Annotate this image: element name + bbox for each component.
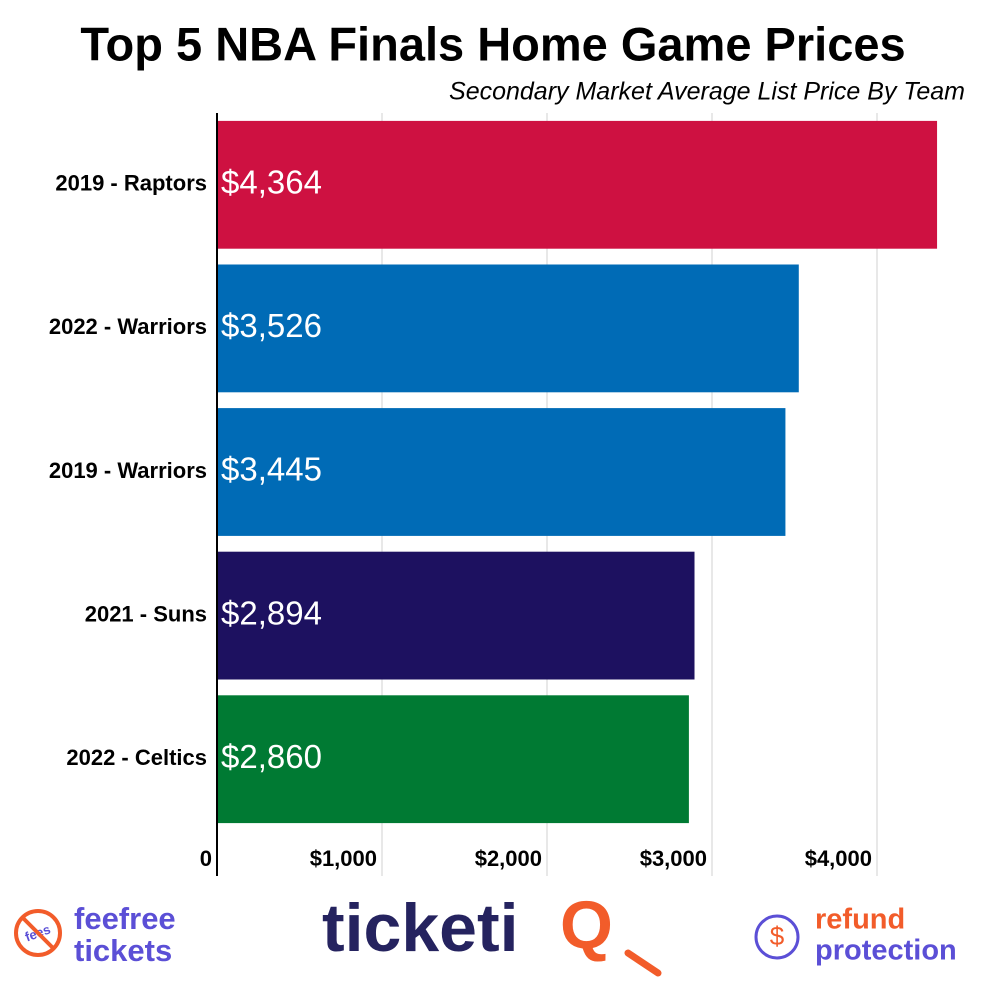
value-label: $2,894	[221, 594, 322, 631]
x-tick-label: 0	[200, 846, 212, 871]
bar	[217, 120, 938, 249]
fees-icon-slash	[20, 915, 56, 951]
y-tick-label: 2022 - Warriors	[49, 314, 207, 339]
value-label: $4,364	[221, 164, 322, 201]
footer: fees feefree tickets ticketi Q $ refund …	[14, 887, 957, 977]
x-tick-label: $4,000	[805, 846, 872, 871]
fees-icon-ring	[14, 909, 62, 957]
x-tick-label: $2,000	[475, 846, 542, 871]
tickets-text: tickets	[74, 933, 172, 968]
refund-text: refund	[815, 904, 905, 936]
chart-subtitle: Secondary Market Average List Price By T…	[449, 78, 965, 106]
logo-q: Q	[560, 887, 613, 963]
refund-icon-text: $	[770, 921, 785, 951]
value-label: $3,445	[221, 451, 322, 488]
y-tick-label: 2021 - Suns	[85, 601, 207, 626]
plot-area: 0 $1,000 $2,000 $3,000 $4,000 2019 - Raptors $…	[49, 113, 938, 876]
protection-text: protection	[815, 935, 957, 967]
x-tick-label: $3,000	[640, 846, 707, 871]
logo-q-handle	[624, 949, 662, 977]
y-tick-label: 2019 - Raptors	[55, 171, 207, 196]
bar	[217, 264, 799, 393]
logo-text: ticketi	[322, 890, 519, 966]
chart-title: Top 5 NBA Finals Home Game Prices	[80, 17, 905, 70]
feefree-text: feefree	[74, 901, 176, 936]
bar	[217, 695, 689, 824]
refund-icon-ring	[754, 914, 800, 960]
value-label: $3,526	[221, 307, 322, 344]
y-tick-label: 2019 - Warriors	[49, 458, 207, 483]
value-label: $2,860	[221, 738, 322, 775]
x-tick-label: $1,000	[310, 846, 377, 871]
bar	[217, 408, 786, 536]
bar	[217, 551, 695, 680]
y-tick-label: 2022 - Celtics	[66, 745, 207, 770]
